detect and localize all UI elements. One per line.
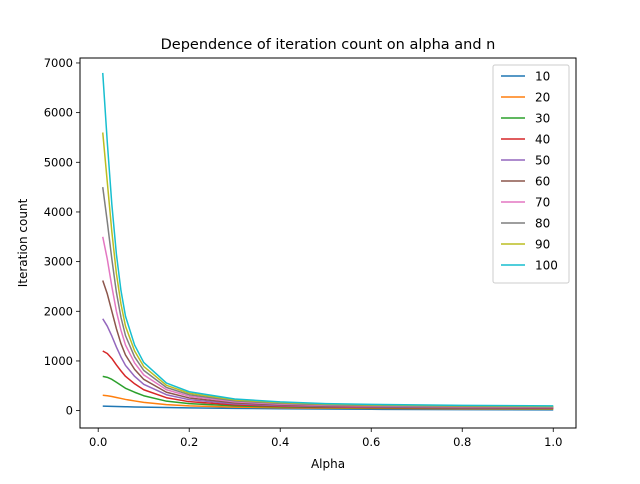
legend-label-10: 10 <box>535 70 550 84</box>
legend-label-80: 80 <box>535 217 550 231</box>
legend: 10 20 30 40 50 60 70 80 90 100 <box>492 64 570 284</box>
y-tick-label: 2000 <box>44 304 73 318</box>
legend-label-100: 100 <box>535 259 558 273</box>
legend-label-20: 20 <box>535 91 550 105</box>
y-tick-label: 3000 <box>44 255 73 269</box>
x-tick-label: 0.0 <box>89 435 107 449</box>
series-line-100 <box>102 72 554 407</box>
axes-frame <box>79 57 577 429</box>
y-tick-label: 7000 <box>44 56 73 70</box>
x-tick-label: 0.2 <box>180 435 198 449</box>
legend-label-30: 30 <box>535 112 550 126</box>
y-tick-label: 6000 <box>44 106 73 120</box>
series-line-10 <box>102 405 554 411</box>
legend-frame <box>492 64 570 284</box>
chart-title: Dependence of iteration count on alpha a… <box>161 37 496 53</box>
legend-label-60: 60 <box>535 175 550 189</box>
legend-label-40: 40 <box>535 133 550 147</box>
x-axis-label: Alpha <box>311 457 345 471</box>
y-tick-label: 5000 <box>44 155 73 169</box>
y-tick-label: 4000 <box>44 205 73 219</box>
x-tick-label: 1.0 <box>544 435 562 449</box>
x-tick-label: 0.4 <box>271 435 289 449</box>
legend-label-90: 90 <box>535 238 550 252</box>
y-axis: 0 1000 2000 3000 4000 5000 6000 7000 <box>44 56 80 418</box>
legend-label-50: 50 <box>535 154 550 168</box>
x-tick-label: 0.8 <box>453 435 471 449</box>
x-tick-label: 0.6 <box>362 435 380 449</box>
y-axis-label: Iteration count <box>16 198 30 287</box>
legend-label-70: 70 <box>535 196 550 210</box>
y-tick-label: 0 <box>66 404 73 418</box>
x-axis: 0.0 0.2 0.4 0.6 0.8 1.0 <box>89 428 562 449</box>
y-tick-label: 1000 <box>44 354 73 368</box>
plot-area <box>102 72 554 411</box>
